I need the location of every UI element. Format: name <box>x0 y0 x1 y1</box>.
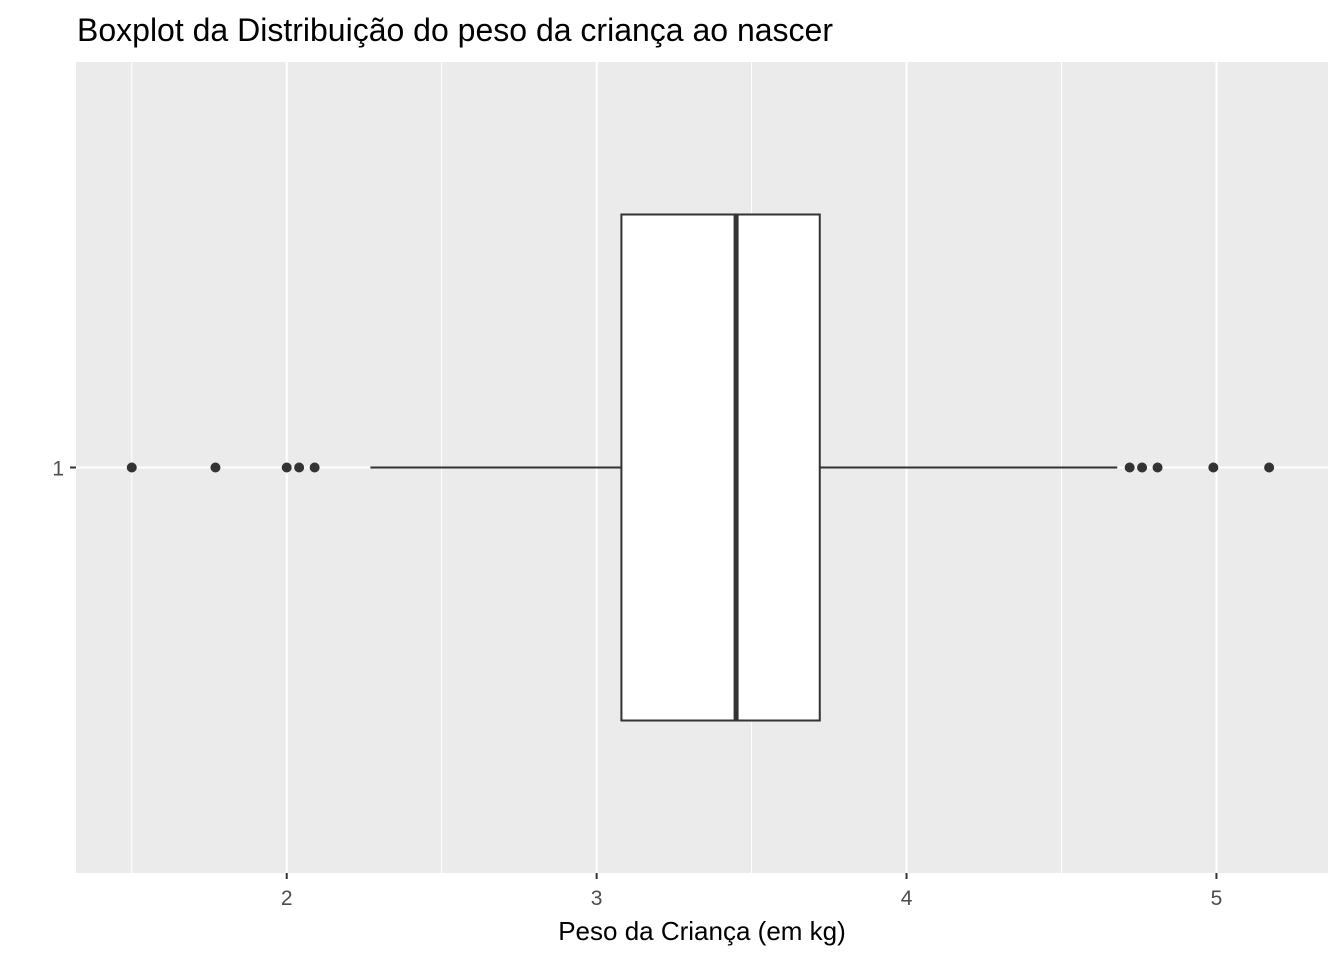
x-axis: 2 3 4 5 <box>281 873 1222 910</box>
x-tick-label: 4 <box>901 887 913 910</box>
outlier-point <box>1137 462 1148 473</box>
box-1 <box>126 213 1275 722</box>
outlier-point <box>1264 462 1275 473</box>
outlier-point <box>210 462 221 473</box>
boxplot-group <box>126 213 1275 722</box>
x-axis-title: Peso da Criança (em kg) <box>558 916 846 946</box>
outlier-point <box>294 462 305 473</box>
chart-title: Boxplot da Distribuição do peso da crian… <box>77 12 833 48</box>
x-tick-label: 3 <box>591 887 603 910</box>
x-tick-label: 2 <box>281 887 293 910</box>
outlier-point <box>1152 462 1163 473</box>
outlier-point <box>1124 462 1135 473</box>
outlier-point <box>309 462 320 473</box>
y-axis: 1 <box>52 458 76 481</box>
outlier-point <box>1208 462 1219 473</box>
y-tick-label: 1 <box>52 458 64 481</box>
outlier-point <box>281 462 292 473</box>
outlier-point <box>126 462 137 473</box>
box-iqr <box>620 213 821 722</box>
x-tick-label: 5 <box>1211 887 1223 910</box>
